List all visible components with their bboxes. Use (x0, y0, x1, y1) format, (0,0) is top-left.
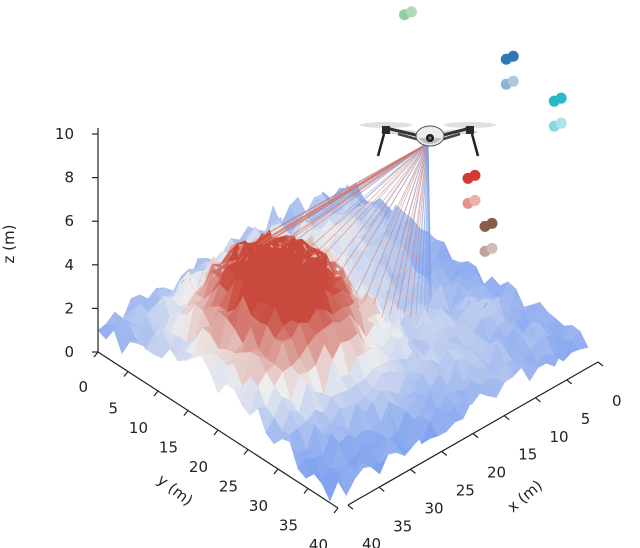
y-tick (93, 351, 99, 358)
x-tick (410, 468, 416, 474)
z-tick-label: 0 (64, 343, 74, 361)
x-tick-label: 20 (487, 464, 506, 482)
x-tick (472, 433, 479, 439)
x-tick-label: 15 (518, 446, 537, 464)
sensor-ray (258, 142, 429, 243)
sensor-ray (425, 142, 429, 286)
x-tick-label: 0 (612, 392, 622, 410)
x-tick-label: 30 (425, 499, 444, 517)
y-tick (183, 410, 189, 416)
x-tick-label: 5 (581, 410, 591, 428)
sensor-ray (306, 142, 429, 223)
terrain-surface (97, 182, 589, 502)
y-tick-label: 20 (189, 458, 208, 476)
waypoint-marker (548, 92, 567, 132)
sensor-ray (403, 142, 429, 315)
y-tick (123, 371, 129, 377)
x-tick-label: 10 (550, 428, 569, 446)
y-tick (153, 390, 159, 397)
quadcopter-drone-icon (360, 122, 496, 157)
y-axis: 0 5 10 15 20 25 30 35 40 (78, 351, 339, 548)
x-tick-label: 40 (362, 535, 381, 548)
sensor-ray (359, 142, 429, 221)
y-tick (333, 507, 339, 514)
waypoints (399, 6, 567, 257)
sensor-ray (400, 142, 429, 243)
x-tick (597, 361, 604, 367)
z-axis-title: z (m) (0, 225, 18, 264)
sensor-ray (341, 142, 429, 216)
sensor-footprint-cone (257, 142, 432, 319)
z-tick-label: 10 (55, 125, 74, 143)
sensor-ray (406, 142, 429, 251)
y-axis-title: y (m) (154, 471, 197, 510)
sensor-ray (311, 142, 429, 258)
sensor-ray (270, 142, 429, 241)
waypoint-marker (500, 50, 519, 90)
y-tick (303, 488, 309, 494)
y-tick-label: 0 (78, 378, 88, 396)
sensor-ray (281, 142, 429, 247)
surface-patch (571, 330, 589, 350)
y-tick-label: 25 (219, 478, 238, 496)
x-tick (535, 397, 541, 403)
sensor-ray (355, 142, 429, 295)
z-tick-label: 8 (64, 169, 74, 187)
y-tick (213, 429, 219, 436)
sensor-ray (422, 142, 429, 275)
x-tick-label: 35 (393, 517, 412, 535)
sensor-ray (385, 142, 429, 239)
sensor-ray (319, 142, 429, 260)
x-tick (566, 379, 573, 385)
waypoint-marker (462, 169, 481, 209)
waypoint-marker (479, 217, 498, 257)
y-tick (243, 449, 249, 455)
sensor-ray (364, 142, 429, 300)
z-tick-label: 6 (64, 212, 74, 230)
z-axis: 0 2 4 6 8 10 (55, 125, 99, 361)
x-axis: 0 5 10 15 20 25 30 35 40 (347, 361, 622, 548)
y-tick-label: 35 (279, 517, 298, 535)
sensor-ray (389, 142, 429, 316)
x-tick (347, 504, 354, 510)
z-tick-label: 2 (64, 299, 74, 317)
sensor-ray (412, 142, 429, 264)
x-tick (503, 415, 510, 421)
waypoint-marker (399, 6, 417, 21)
y-tick-label: 15 (159, 439, 178, 457)
sensor-ray (417, 142, 429, 269)
x-tick (441, 451, 448, 456)
sensor-ray (368, 142, 429, 227)
sensor-ray (393, 142, 429, 244)
y-tick-label: 10 (129, 419, 148, 437)
sensor-ray (332, 142, 429, 214)
sensor-ray (377, 142, 429, 229)
x-tick-label: 25 (456, 482, 475, 500)
sensor-ray (410, 142, 429, 319)
x-tick (378, 486, 385, 492)
sensor-ray (259, 142, 429, 239)
y-tick (273, 468, 279, 475)
y-tick-label: 40 (309, 536, 328, 548)
sensor-ray (328, 142, 429, 272)
z-tick-label: 4 (64, 256, 74, 274)
x-axis-title: x (m) (504, 476, 546, 515)
y-tick-label: 30 (249, 497, 268, 515)
axes: 0 2 4 6 8 10 0 5 10 15 20 25 30 35 40 0 5 10 15 20 25 30 35 4… (0, 125, 622, 548)
y-tick-label: 5 (108, 400, 118, 418)
